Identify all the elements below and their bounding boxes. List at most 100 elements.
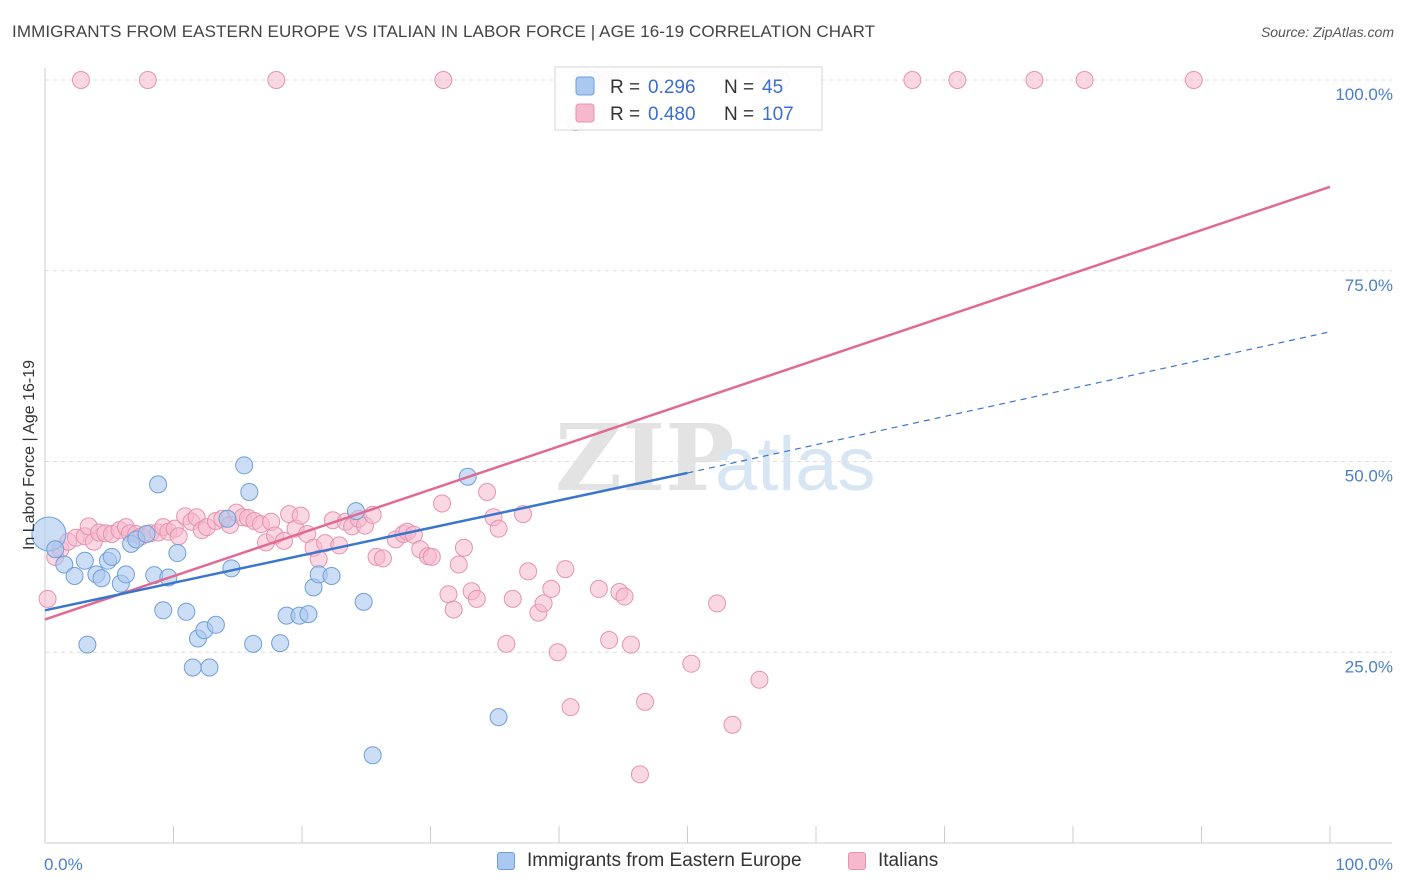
eastern-europe-point [354, 592, 373, 611]
italians-point [38, 589, 57, 608]
italians-point [548, 643, 567, 662]
eastern-europe-point [75, 551, 94, 570]
legend-item-italians[interactable]: Italians [848, 850, 938, 872]
axes: 25.0% 50.0% 75.0% 100.0% 0.0% 100.0% [44, 68, 1393, 874]
italians-point [615, 587, 634, 606]
italians-point [636, 692, 655, 711]
italians-point [444, 600, 463, 619]
italians-point [497, 634, 516, 653]
legend-label-eastern-europe: Immigrants from Eastern Europe [527, 850, 802, 871]
italians-point [561, 698, 580, 717]
italians-point [542, 579, 561, 598]
italians-point [534, 594, 553, 613]
italians-trend-line [44, 185, 1331, 621]
italians-point [433, 494, 452, 513]
stats-legend-n-value: 107 [762, 104, 794, 125]
italians-point [291, 506, 310, 525]
italians-point [503, 589, 522, 608]
stats-legend-r-label: R = [610, 77, 640, 98]
eastern-europe-point [116, 565, 135, 584]
italians-point [750, 670, 769, 689]
y-tick-label: 25.0% [1345, 657, 1393, 676]
eastern-europe-point [206, 615, 225, 634]
italians-point [422, 547, 441, 566]
italians-point [478, 483, 497, 502]
stats-legend: R = 0.296 N = 45 R = 0.480 N = 107 [554, 66, 823, 131]
italians-point [267, 71, 286, 89]
italians-point [589, 579, 608, 598]
stats-legend-r-label: R = [610, 104, 640, 125]
source-label: Source: ZipAtlas.com [1260, 24, 1394, 40]
stats-legend-n-value: 45 [762, 77, 783, 98]
eastern-europe-point [244, 634, 263, 653]
eastern-europe-point [177, 602, 196, 621]
y-tick-label: 50.0% [1345, 467, 1393, 486]
eastern-europe-point [149, 475, 168, 494]
italians-point [439, 585, 458, 604]
y-tick-label: 75.0% [1345, 276, 1393, 295]
eastern-europe-point [65, 566, 84, 585]
y-axis-label: In Labor Force | Age 16-19 [21, 360, 38, 550]
eastern-europe-point [168, 544, 187, 563]
italians-point [621, 635, 640, 654]
stats-legend-swatch [575, 103, 595, 123]
legend-swatch-blue [497, 852, 515, 870]
italians-point [723, 715, 742, 734]
eastern-europe-point [235, 456, 254, 475]
legend-label-italians: Italians [878, 850, 939, 871]
eastern-europe-point [55, 555, 74, 574]
eastern-europe-point [299, 605, 318, 624]
italians-point [434, 71, 453, 89]
eastern-europe-trend-extension [687, 331, 1331, 474]
italians-point [519, 562, 538, 581]
eastern-europe-point [154, 601, 173, 620]
eastern-europe-point [489, 708, 508, 727]
italians-point [682, 654, 701, 673]
trend-lines [44, 185, 1331, 621]
italians-point [169, 527, 188, 546]
x-tick-label-max: 100.0% [1335, 855, 1393, 874]
eastern-europe-point [46, 540, 65, 559]
italians-point [1184, 71, 1203, 89]
italians-point [600, 631, 619, 650]
watermark-atlas: atlas [715, 422, 876, 507]
eastern-europe-point [183, 658, 202, 677]
eastern-europe-points [31, 71, 601, 765]
stats-legend-box [554, 66, 823, 131]
eastern-europe-point [240, 483, 259, 502]
italians-point [71, 71, 90, 89]
x-tick-label-min: 0.0% [44, 855, 83, 874]
eastern-europe-point [102, 547, 121, 566]
legend-swatch-pink [848, 852, 866, 870]
eastern-europe-point [200, 658, 219, 677]
stats-legend-swatch [575, 76, 595, 96]
italians-point [708, 594, 727, 613]
eastern-europe-point [78, 635, 97, 654]
eastern-europe-point [363, 746, 382, 765]
italians-point [454, 538, 473, 557]
eastern-europe-point [92, 569, 111, 588]
legend-item-eastern-europe[interactable]: Immigrants from Eastern Europe [497, 850, 802, 872]
italians-point [948, 71, 967, 89]
italians-point [903, 71, 922, 89]
eastern-europe-point [137, 524, 156, 543]
stats-legend-n-label: N = [724, 77, 754, 98]
italians-point [489, 519, 508, 538]
italians-point [1025, 71, 1044, 89]
stats-legend-r-value: 0.296 [648, 77, 696, 98]
stats-legend-r-value: 0.480 [648, 104, 696, 125]
eastern-europe-point [218, 509, 237, 528]
italians-point [449, 555, 468, 574]
italians-point [373, 549, 392, 568]
italians-point [467, 589, 486, 608]
italians-point [138, 71, 157, 89]
italians-point [630, 765, 649, 784]
eastern-europe-trend-line [44, 471, 688, 612]
series-legend: Immigrants from Eastern Europe Italians [0, 850, 1406, 880]
y-tick-label: 100.0% [1335, 85, 1393, 104]
eastern-europe-point [322, 566, 341, 585]
chart-title: IMMIGRANTS FROM EASTERN EUROPE VS ITALIA… [12, 22, 876, 41]
italians-point [556, 560, 575, 579]
